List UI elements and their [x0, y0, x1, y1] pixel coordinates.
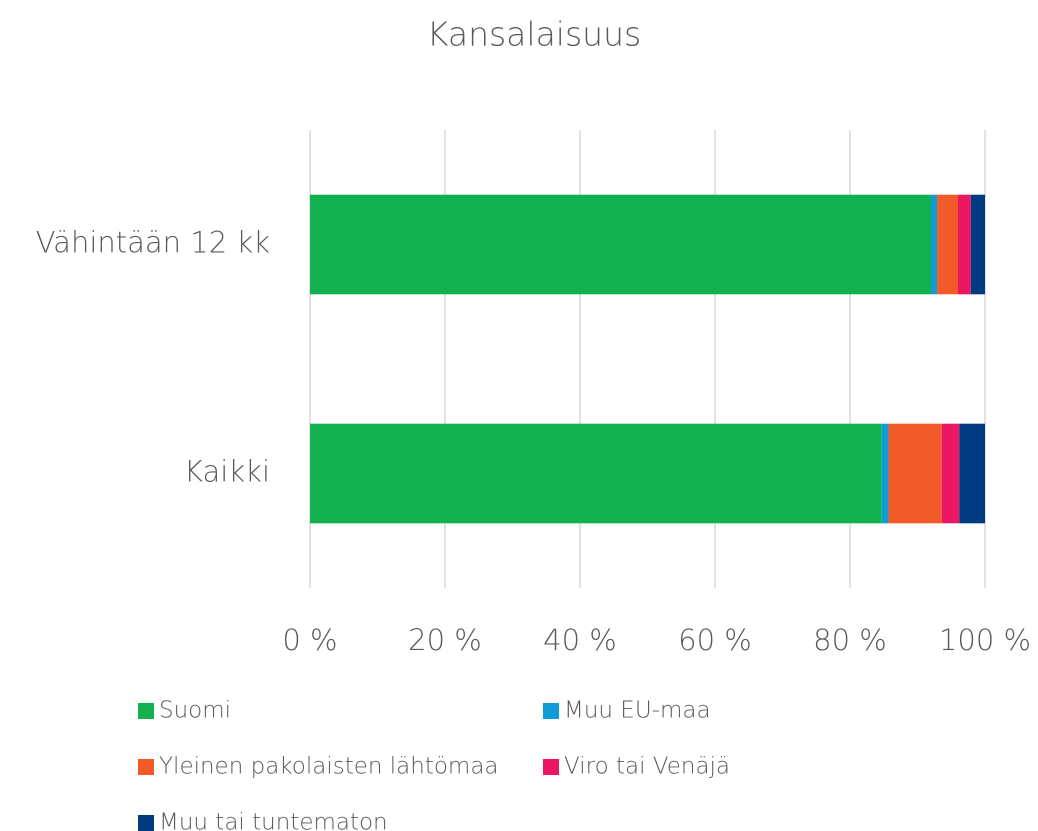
bar-segment	[970, 194, 985, 295]
chart-title: Kansalaisuus	[427, 15, 641, 54]
bar-segment	[881, 423, 889, 524]
bar-segment	[310, 194, 931, 295]
legend-label: Yleinen pakolaisten lähtömaa	[159, 754, 499, 780]
x-tick-label: 0 %	[282, 623, 337, 657]
bar-segment	[888, 423, 942, 524]
bar-segment	[941, 423, 960, 524]
legend-label: Viro tai Venäjä	[564, 754, 730, 780]
bar-segment	[931, 194, 938, 295]
legend-swatch	[138, 759, 154, 775]
bar-segment	[310, 423, 882, 524]
x-tick-label: 60 %	[678, 623, 752, 657]
bar-segment	[958, 194, 971, 295]
legend-label: Muu EU-maa	[564, 698, 711, 724]
legend-swatch	[543, 703, 559, 719]
y-tick-label: Vähintään 12 kk	[36, 226, 270, 260]
legend-swatch	[138, 703, 154, 719]
x-tick-label: 20 %	[408, 623, 482, 657]
legend-swatch	[138, 815, 154, 831]
bar-segment	[937, 194, 958, 295]
x-tick-label: 100 %	[939, 623, 1031, 657]
legend-swatch	[543, 759, 559, 775]
legend-label: Suomi	[159, 698, 231, 724]
y-tick-label: Kaikki	[184, 455, 270, 489]
legend-label: Muu tai tuntematon	[159, 810, 388, 831]
x-tick-label: 80 %	[813, 623, 887, 657]
bar-segment	[959, 423, 985, 524]
x-tick-label: 40 %	[543, 623, 617, 657]
